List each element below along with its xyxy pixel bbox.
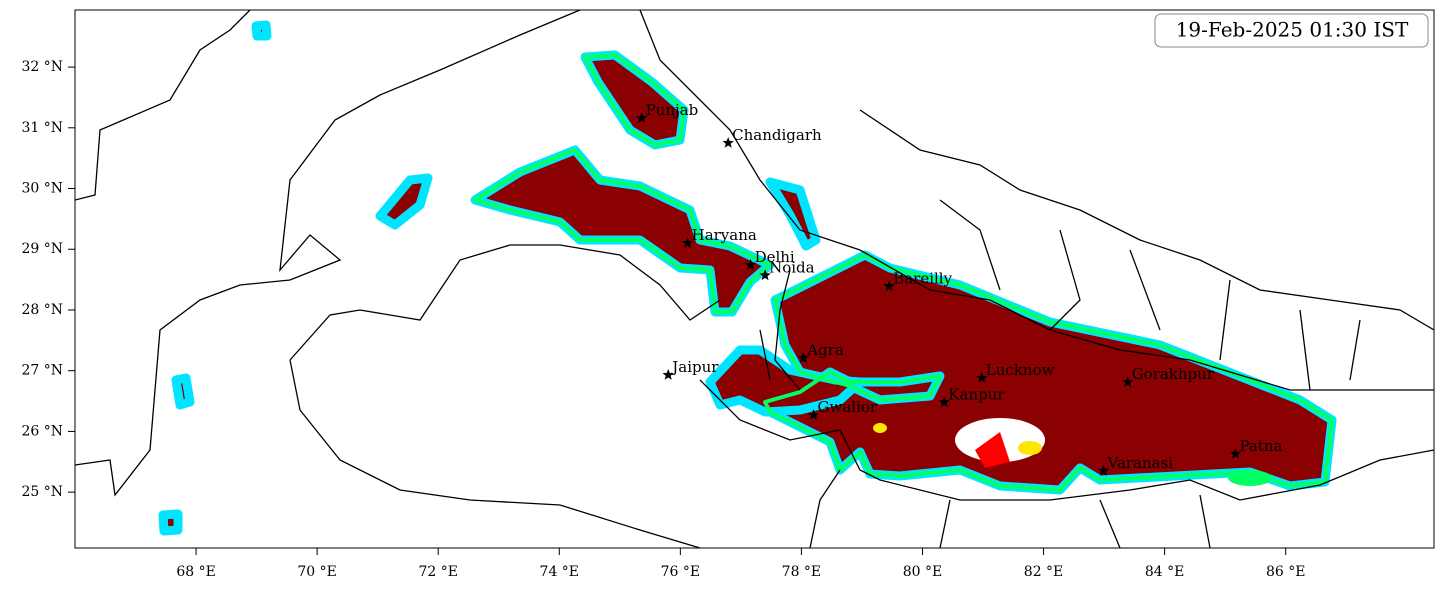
- city-label: Bareilly: [893, 269, 952, 287]
- rain-red: [975, 432, 1010, 468]
- city-label: Punjab: [646, 101, 699, 119]
- city-label: Agra: [806, 341, 844, 359]
- x-tick-label: 70 °E: [297, 564, 336, 580]
- x-tick-label: 76 °E: [661, 564, 700, 580]
- rain-green-patch: [1228, 470, 1272, 486]
- y-tick-label: 27 °N: [21, 363, 63, 379]
- city-marker: [759, 269, 771, 281]
- city-marker: [662, 368, 674, 380]
- map-frame: [74, 9, 1435, 549]
- city-marker: [635, 112, 648, 123]
- rain-yellow-patch: [873, 423, 887, 433]
- x-tick-label: 72 °E: [418, 564, 457, 580]
- city-marker: [744, 259, 757, 270]
- x-tick-label: 68 °E: [176, 564, 215, 580]
- timestamp: 19-Feb-2025 01:30 IST: [1176, 18, 1409, 42]
- city-marker: [797, 351, 809, 363]
- y-tick-label: 26 °N: [21, 423, 63, 439]
- city-label: Gorakhpur: [1132, 365, 1215, 383]
- city-label: Patna: [1239, 437, 1282, 455]
- city-marker: [807, 409, 820, 420]
- city-label: Noida: [769, 258, 815, 276]
- y-tick-label: 28 °N: [21, 302, 63, 318]
- city-label: Haryana: [692, 226, 757, 244]
- borders: [75, 10, 1434, 548]
- city-label: Kanpur: [948, 385, 1005, 403]
- city-marker: [1229, 447, 1242, 459]
- x-tick-label: 80 °E: [903, 564, 942, 580]
- timestamp-box: [1154, 13, 1429, 48]
- y-tick-label: 30 °N: [21, 181, 63, 197]
- city-label: Lucknow: [986, 361, 1055, 379]
- city-marker: [976, 372, 988, 383]
- map-layers: [75, 10, 1434, 548]
- y-tick-label: 32 °N: [21, 59, 63, 75]
- city-label: Gwalior: [818, 398, 878, 416]
- rain-yellow: [1018, 441, 1042, 455]
- city-label: Jaipur: [670, 358, 719, 376]
- city-marker: [681, 237, 694, 248]
- x-tick-label: 78 °E: [782, 564, 821, 580]
- x-tick-label: 84 °E: [1145, 564, 1184, 580]
- city-label: Chandigarh: [732, 126, 822, 144]
- city-label: Varanasi: [1106, 454, 1173, 472]
- x-tick-label: 86 °E: [1266, 564, 1305, 580]
- y-tick-label: 25 °N: [21, 484, 63, 500]
- y-tick-label: 29 °N: [21, 241, 63, 257]
- x-tick-label: 74 °E: [540, 564, 579, 580]
- city-marker: [1097, 464, 1110, 476]
- city-marker: [1122, 376, 1134, 388]
- city-marker: [722, 137, 734, 148]
- precipitation: [158, 20, 1337, 536]
- city-marker: [883, 280, 895, 292]
- city-label: Delhi: [755, 248, 795, 266]
- x-tick-label: 82 °E: [1024, 564, 1063, 580]
- city-marker: [938, 396, 950, 408]
- y-tick-label: 31 °N: [21, 120, 63, 136]
